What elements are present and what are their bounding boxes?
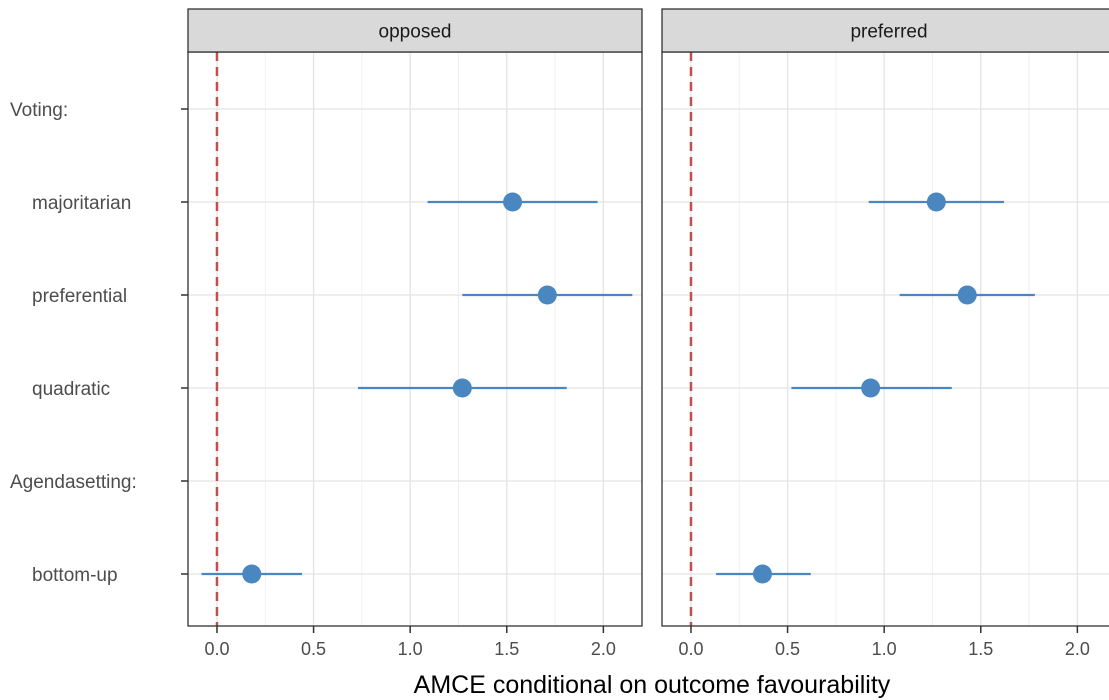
facet-panels: opposed 0.0 0.5 1.0 1.5 2.0 preferred 0.0 0.5 1.0…: [187, 8, 1109, 659]
point-preferential: [957, 285, 977, 305]
category-label: Agendasetting:: [10, 472, 137, 493]
x-tick-label: 0.5: [301, 639, 326, 659]
category-axis: Voting: majoritarian preferential quadratic…: [10, 100, 188, 586]
strip-background: [187, 8, 643, 53]
x-tick-label: 1.0: [872, 639, 897, 659]
category-label: bottom-up: [32, 565, 118, 586]
point-bottom-up: [752, 564, 772, 584]
strip-label: preferred: [850, 22, 927, 43]
x-tick-label: 1.0: [398, 639, 423, 659]
category-label: majoritarian: [32, 193, 131, 214]
facet-panel-preferred: preferred 0.0 0.5 1.0 1.5 2.0: [661, 8, 1109, 659]
x-tick-label: 1.5: [494, 639, 519, 659]
point-majoritarian: [926, 192, 946, 212]
panel-background: [188, 52, 642, 626]
category-label: quadratic: [32, 379, 110, 400]
x-tick-label: 2.0: [591, 639, 616, 659]
point-quadratic: [452, 378, 472, 398]
x-tick-label: 2.0: [1065, 639, 1090, 659]
point-bottom-up: [242, 564, 262, 584]
point-preferential: [537, 285, 557, 305]
strip-label: opposed: [379, 22, 452, 43]
facet-panel-opposed: opposed 0.0 0.5 1.0 1.5 2.0: [187, 8, 643, 659]
x-tick-label: 0.5: [775, 639, 800, 659]
x-tick-label: 0.0: [678, 639, 703, 659]
point-quadratic: [861, 378, 881, 398]
panel-background: [662, 52, 1109, 626]
x-tick-label: 1.5: [968, 639, 993, 659]
x-tick-label: 0.0: [204, 639, 229, 659]
x-axis-title: AMCE conditional on outcome favourabilit…: [414, 671, 891, 699]
strip-background: [661, 8, 1109, 53]
point-majoritarian: [503, 192, 523, 212]
category-label: Voting:: [10, 100, 68, 121]
category-label: preferential: [32, 286, 127, 307]
